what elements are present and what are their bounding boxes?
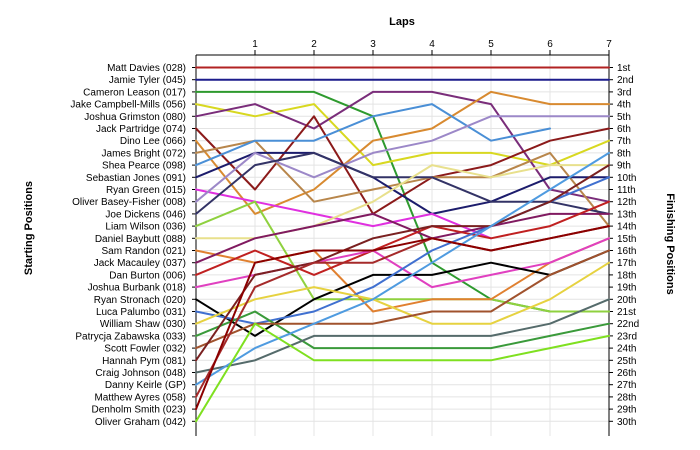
starting-position-label: Oliver Graham (042) bbox=[95, 417, 186, 428]
series-line bbox=[195, 261, 610, 325]
series-line bbox=[195, 103, 551, 167]
series-line bbox=[195, 310, 610, 350]
finishing-position-label: 22nd bbox=[617, 319, 639, 330]
series-line bbox=[195, 200, 610, 313]
series-line bbox=[195, 90, 610, 215]
series-line bbox=[195, 249, 610, 350]
finishing-position-label: 23rd bbox=[617, 331, 637, 342]
finishing-positions-labels: 1st2nd3rd4th5th6th7th8th9th10th11th12th1… bbox=[617, 63, 639, 428]
series-line bbox=[195, 151, 610, 215]
lap-tick-label: 4 bbox=[429, 39, 435, 50]
finishing-position-label: 9th bbox=[617, 161, 631, 172]
starting-position-label: Joshua Grimston (080) bbox=[84, 112, 186, 123]
gridlines bbox=[196, 55, 610, 436]
lap-tick-label: 7 bbox=[606, 39, 612, 50]
finishing-position-label: 19th bbox=[617, 283, 636, 294]
lap-tick-label: 5 bbox=[488, 39, 494, 50]
y-axis-title-right: Finishing Positions bbox=[664, 193, 676, 294]
starting-position-label: Cameron Leason (017) bbox=[83, 87, 186, 98]
series-line bbox=[195, 212, 610, 264]
series-line bbox=[195, 322, 610, 423]
starting-position-label: Jamie Tyler (045) bbox=[109, 75, 186, 86]
series-line bbox=[195, 151, 610, 215]
y-axis-title-left: Starting Positions bbox=[23, 181, 35, 275]
starting-position-label: Daniel Baybutt (088) bbox=[95, 234, 186, 245]
finishing-position-label: 8th bbox=[617, 148, 631, 159]
series-line bbox=[195, 151, 610, 386]
finishing-position-label: 6th bbox=[617, 124, 631, 135]
series-layer bbox=[195, 66, 610, 423]
finishing-position-label: 2nd bbox=[617, 75, 634, 86]
starting-position-label: Matt Davies (028) bbox=[107, 63, 186, 74]
starting-position-label: Oliver Basey-Fisher (008) bbox=[72, 197, 186, 208]
starting-position-label: Matthew Ayres (058) bbox=[94, 392, 186, 403]
lap-tick-label: 3 bbox=[370, 39, 376, 50]
starting-position-label: James Bright (072) bbox=[102, 148, 186, 159]
starting-position-label: Jake Campbell-Mills (056) bbox=[70, 100, 186, 111]
starting-position-label: Danny Keirle (GP) bbox=[105, 380, 186, 391]
starting-position-label: Scott Fowler (032) bbox=[104, 344, 186, 355]
starting-position-label: Ryan Green (015) bbox=[106, 185, 186, 196]
finishing-position-label: 4th bbox=[617, 100, 631, 111]
series-line bbox=[195, 298, 610, 374]
finishing-position-label: 26th bbox=[617, 368, 636, 379]
finishing-position-label: 13th bbox=[617, 209, 636, 220]
finishing-position-label: 11th bbox=[617, 185, 636, 196]
series-line bbox=[195, 103, 610, 167]
finishing-position-label: 27th bbox=[617, 380, 636, 391]
finishing-position-label: 5th bbox=[617, 112, 631, 123]
starting-position-label: Sam Randon (021) bbox=[102, 246, 187, 257]
finishing-position-label: 18th bbox=[617, 270, 636, 281]
finishing-position-label: 15th bbox=[617, 234, 636, 245]
finishing-position-label: 24th bbox=[617, 344, 636, 355]
finishing-position-label: 16th bbox=[617, 246, 636, 257]
starting-position-label: Shea Pearce (098) bbox=[102, 161, 186, 172]
finishing-position-label: 14th bbox=[617, 222, 636, 233]
starting-position-label: Jack Partridge (074) bbox=[96, 124, 186, 135]
starting-position-label: Denholm Smith (023) bbox=[92, 405, 186, 416]
starting-position-label: Dan Burton (006) bbox=[109, 270, 186, 281]
lap-tick-label: 2 bbox=[311, 39, 317, 50]
finishing-position-label: 25th bbox=[617, 356, 636, 367]
series-line bbox=[195, 115, 610, 203]
series-line bbox=[195, 225, 610, 411]
lap-tick-label: 1 bbox=[252, 39, 258, 50]
starting-position-label: Craig Johnson (048) bbox=[95, 368, 186, 379]
series-line bbox=[195, 164, 610, 362]
finishing-position-label: 10th bbox=[617, 173, 636, 184]
starting-position-label: Joe Dickens (046) bbox=[105, 209, 186, 220]
starting-position-label: Hannah Pym (081) bbox=[102, 356, 186, 367]
starting-position-label: Dino Lee (066) bbox=[120, 136, 186, 147]
starting-position-label: Jack Macauley (037) bbox=[94, 258, 186, 269]
finishing-position-label: 3rd bbox=[617, 87, 631, 98]
finishing-position-label: 7th bbox=[617, 136, 631, 147]
finishing-position-label: 17th bbox=[617, 258, 636, 269]
finishing-position-label: 1st bbox=[617, 63, 631, 74]
series-line bbox=[195, 90, 610, 203]
starting-position-label: Joshua Burbank (018) bbox=[88, 283, 186, 294]
series-line bbox=[195, 200, 610, 276]
finishing-position-label: 21st bbox=[617, 307, 636, 318]
starting-positions-labels: Matt Davies (028)Jamie Tyler (045)Camero… bbox=[70, 63, 186, 428]
starting-position-label: Sebastian Jones (091) bbox=[86, 173, 186, 184]
lap-tick-labels: 1 2 3 4 5 6 7 bbox=[252, 39, 612, 50]
finishing-position-label: 29th bbox=[617, 405, 636, 416]
finishing-position-label: 20th bbox=[617, 295, 636, 306]
starting-position-label: Liam Wilson (036) bbox=[105, 222, 186, 233]
starting-position-label: Luca Palumbo (031) bbox=[96, 307, 186, 318]
x-axis-title: Laps bbox=[389, 16, 415, 28]
finishing-position-label: 12th bbox=[617, 197, 636, 208]
starting-position-label: Ryan Stronach (020) bbox=[94, 295, 186, 306]
lap-tick-label: 6 bbox=[547, 39, 553, 50]
finishing-position-label: 30th bbox=[617, 417, 636, 428]
finishing-position-label: 28th bbox=[617, 392, 636, 403]
starting-position-label: Patrycja Zabawska (033) bbox=[75, 331, 186, 342]
starting-position-label: William Shaw (030) bbox=[100, 319, 186, 330]
